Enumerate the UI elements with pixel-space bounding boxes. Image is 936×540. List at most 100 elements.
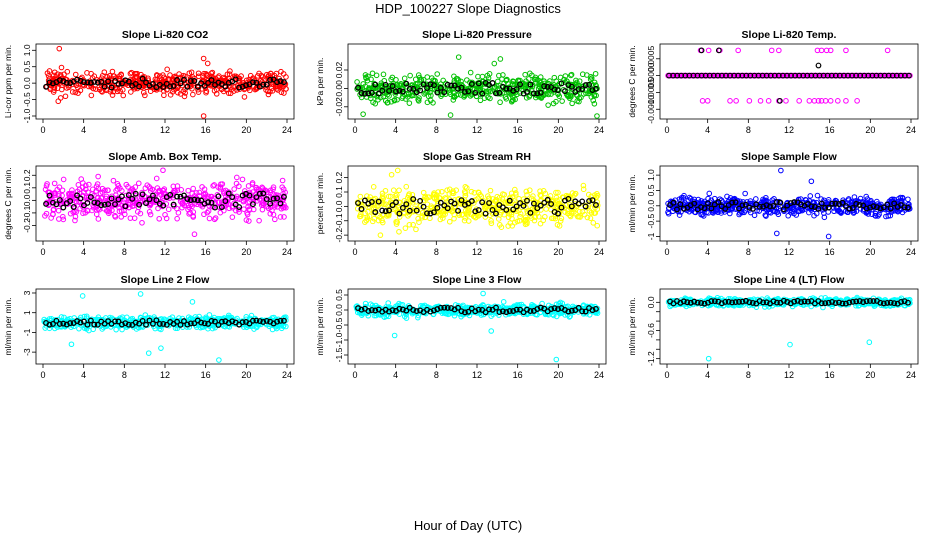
data-point: [561, 88, 568, 95]
y-tick-label: 0.1: [22, 182, 32, 194]
data-point: [368, 198, 375, 205]
data-point: [156, 320, 163, 327]
data-point: [201, 320, 208, 327]
data-point: [80, 180, 86, 186]
data-point: [427, 308, 434, 315]
data-point: [142, 92, 148, 99]
data-point: [846, 205, 853, 212]
data-point: [415, 215, 421, 222]
y-tick-label: -0.2: [22, 218, 32, 233]
data-point: [749, 205, 756, 212]
data-point: [204, 209, 211, 216]
data-point: [501, 80, 507, 87]
data-point: [367, 194, 374, 200]
x-tick-label: 20: [241, 247, 251, 257]
data-point: [827, 98, 834, 104]
y-axis-label: Li-cor ppm per min.: [3, 45, 13, 118]
data-point: [249, 317, 256, 324]
data-point: [210, 183, 216, 189]
data-point: [198, 197, 205, 204]
data-point: [493, 210, 499, 217]
data-point: [243, 217, 250, 223]
data-point: [386, 87, 393, 94]
data-point: [136, 201, 143, 208]
data-point: [46, 321, 53, 328]
data-point: [785, 212, 791, 219]
x-tick-label: 16: [825, 125, 835, 135]
data-point: [113, 326, 119, 333]
data-point: [475, 213, 482, 219]
data-point: [584, 214, 591, 221]
data-point: [815, 62, 822, 69]
data-point: [258, 202, 265, 208]
data-point: [557, 74, 564, 81]
data-point: [531, 76, 538, 83]
data-point: [472, 89, 479, 96]
data-point: [267, 88, 273, 95]
data-point: [263, 71, 270, 78]
x-tick-label: 24: [906, 370, 916, 380]
data-point: [375, 198, 382, 205]
data-point: [465, 218, 472, 224]
data-point: [246, 323, 252, 329]
data-point: [827, 47, 834, 54]
data-point: [174, 193, 181, 200]
data-point: [468, 81, 475, 87]
data-point: [422, 194, 428, 201]
data-point: [521, 218, 528, 224]
data-point: [283, 74, 289, 80]
data-point: [872, 212, 878, 219]
data-point: [195, 86, 201, 93]
data-point: [147, 211, 154, 218]
data-point: [774, 230, 780, 237]
data-point: [72, 71, 79, 78]
data-point: [587, 76, 594, 83]
data-point: [401, 75, 408, 82]
data-point: [81, 318, 87, 325]
data-point: [444, 304, 451, 311]
data-point: [76, 186, 83, 193]
data-point: [108, 77, 115, 84]
data-point: [190, 185, 196, 192]
x-tick-label: 0: [664, 370, 669, 380]
data-point: [825, 233, 832, 240]
data-point: [475, 73, 481, 80]
data-point: [279, 177, 286, 184]
data-point: [430, 209, 437, 216]
data-point: [584, 72, 590, 78]
data-point: [205, 79, 212, 86]
data-point: [503, 96, 510, 102]
data-point: [208, 199, 215, 206]
data-point: [49, 321, 56, 327]
data-point: [239, 176, 246, 183]
data-point: [580, 186, 587, 193]
data-point: [362, 219, 368, 225]
data-point: [573, 91, 580, 98]
data-point: [765, 98, 772, 104]
data-point: [200, 55, 207, 62]
data-point: [227, 68, 233, 74]
data-point: [174, 187, 181, 194]
data-point: [727, 98, 733, 104]
y-tick-label: -1: [22, 328, 32, 336]
data-point: [137, 291, 144, 297]
data-point: [468, 198, 475, 205]
data-point: [145, 350, 152, 356]
data-point: [406, 85, 413, 92]
data-point: [541, 83, 548, 90]
data-point: [163, 321, 170, 328]
data-point: [355, 200, 361, 207]
data-point: [194, 83, 201, 90]
data-point: [434, 71, 441, 77]
data-point: [194, 197, 201, 204]
data-point: [593, 85, 599, 92]
x-tick-label: 0: [352, 370, 357, 380]
data-point: [60, 320, 67, 327]
y-tick-label: -0.5: [334, 317, 344, 332]
x-tick-label: 20: [865, 370, 875, 380]
data-point: [42, 186, 49, 193]
data-point: [267, 189, 274, 196]
data-point: [277, 214, 284, 220]
panel-title: Slope Li-820 Temp.: [742, 29, 837, 41]
y-tick-label: 0.0: [334, 304, 344, 316]
